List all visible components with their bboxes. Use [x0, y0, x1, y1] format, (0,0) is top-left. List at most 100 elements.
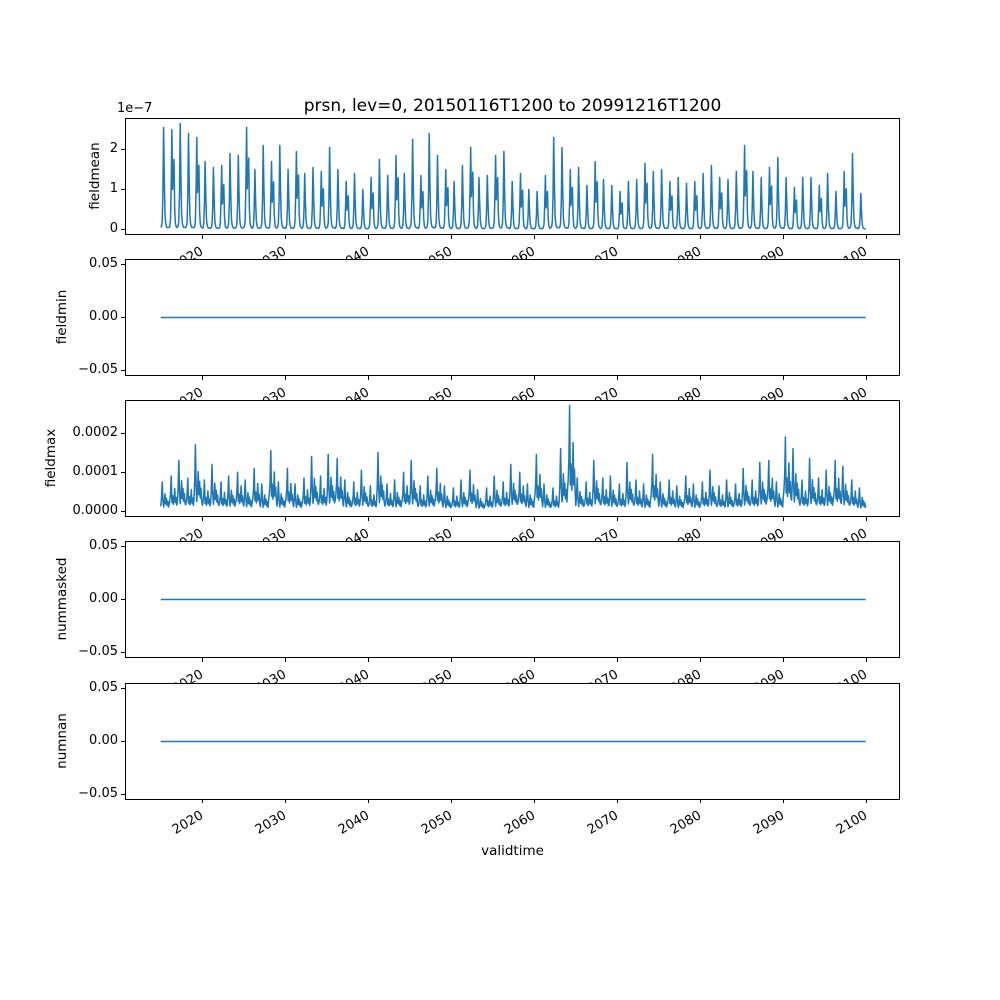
figure-title: prsn, lev=0, 20150116T1200 to 20991216T1…: [303, 96, 722, 116]
y-axis-label-fieldmax: fieldmax: [43, 429, 59, 488]
x-tick-mark: [866, 516, 867, 521]
x-tick-mark: [451, 516, 452, 521]
x-tick-label: 2080: [667, 666, 704, 683]
x-tick-mark: [617, 375, 618, 380]
y-axis-label-numnan: numnan: [54, 712, 70, 769]
x-tick-label: 2050: [418, 666, 455, 683]
x-tick-label: 2030: [252, 808, 289, 838]
x-tick-mark: [783, 516, 784, 521]
x-tick-mark: [534, 799, 535, 803]
x-tick-mark: [202, 375, 203, 380]
x-tick-label: 2080: [667, 384, 704, 400]
x-tick-label: 2060: [501, 666, 538, 683]
y-tick-label: 0.0001: [72, 464, 119, 479]
plot-area-fieldmean: [160, 122, 866, 230]
panel-fieldmax: [125, 400, 900, 517]
y-tick-mark: [121, 511, 125, 513]
y-tick-label: 0.05: [89, 679, 118, 695]
x-tick-mark: [866, 799, 867, 803]
y-axis-label-nummasked: nummasked: [54, 557, 70, 641]
x-tick-label: 2070: [584, 243, 621, 259]
x-tick-mark: [617, 657, 618, 662]
x-tick-mark: [783, 799, 784, 803]
y-tick-mark: [121, 599, 125, 601]
y-offset-label: 1e−7: [117, 101, 153, 116]
y-tick-mark: [121, 149, 125, 151]
x-tick-mark: [700, 234, 701, 239]
x-tick-mark: [534, 375, 535, 380]
x-tick-label: 2090: [750, 384, 787, 400]
panel-numnan: [125, 682, 900, 800]
x-tick-label: 2100: [833, 243, 870, 259]
x-tick-mark: [617, 516, 618, 521]
y-tick-mark: [121, 546, 125, 548]
x-tick-mark: [368, 657, 369, 662]
x-tick-label: 2050: [418, 243, 455, 259]
x-tick-mark: [202, 657, 203, 662]
x-tick-label-row: 2020 2030 2040 2050 2060 2070 2080 2090 2100: [0, 658, 1000, 683]
panel-fieldmin: [125, 259, 900, 376]
x-tick-mark: [368, 234, 369, 239]
x-tick-mark: [783, 375, 784, 380]
x-tick-label: 2020: [169, 525, 206, 541]
x-tick-label: 2100: [833, 666, 870, 683]
x-tick-label: 2090: [750, 243, 787, 259]
x-tick-label-row: 2020 2030 2040 2050 2060 2070 2080 2090 2100: [0, 376, 1000, 400]
x-tick-label: 2030: [252, 666, 289, 683]
x-tick-mark: [700, 799, 701, 803]
y-tick-mark: [121, 264, 125, 266]
y-tick-mark: [121, 317, 125, 319]
y-tick-label: 0: [109, 221, 118, 237]
y-tick-mark: [121, 652, 125, 654]
x-tick-label: 2050: [418, 525, 455, 541]
x-tick-mark: [451, 375, 452, 380]
x-tick-label-row: 2020 2030 2040 2050 2060 2070 2080 2090 2100: [0, 517, 1000, 541]
x-tick-mark: [451, 234, 452, 239]
y-tick-mark: [121, 472, 125, 473]
y-tick-label: −0.05: [78, 644, 118, 660]
y-tick-label: 0.0002: [72, 424, 119, 440]
x-tick-label: 2100: [833, 808, 870, 838]
x-tick-mark: [617, 234, 618, 239]
x-tick-label: 2020: [169, 808, 206, 838]
x-tick-label: 2060: [501, 384, 538, 400]
x-tick-label: 2100: [833, 525, 870, 541]
x-tick-mark: [783, 234, 784, 239]
x-tick-mark: [285, 375, 286, 380]
y-axis-label-fieldmean: fieldmean: [87, 142, 103, 211]
x-tick-label: 2080: [667, 808, 704, 838]
x-tick-label: 2020: [169, 243, 206, 259]
x-tick-mark: [700, 516, 701, 521]
y-tick-label: 0.00: [89, 732, 118, 748]
x-tick-label: 2030: [252, 384, 289, 400]
x-tick-label: 2070: [584, 808, 621, 838]
x-tick-label: 2060: [501, 243, 538, 259]
plot-area-numnan: [160, 740, 866, 742]
x-axis-label: validtime: [481, 843, 544, 859]
x-tick-mark: [368, 799, 369, 803]
x-tick-mark: [866, 657, 867, 662]
y-tick-mark: [121, 229, 125, 231]
y-tick-label: 0.05: [89, 256, 118, 272]
x-tick-label: 2090: [750, 525, 787, 541]
x-tick-mark: [783, 657, 784, 662]
x-tick-mark: [451, 657, 452, 662]
x-tick-mark: [285, 657, 286, 662]
x-tick-label: 2040: [335, 666, 372, 683]
x-tick-label: 2040: [335, 243, 372, 259]
y-tick-label: −0.05: [78, 362, 118, 378]
x-tick-label: 2090: [750, 666, 787, 683]
x-tick-mark: [866, 375, 867, 380]
y-tick-mark: [121, 740, 125, 742]
y-tick-mark: [121, 687, 125, 689]
x-tick-label: 2030: [252, 525, 289, 541]
x-tick-label: 2070: [584, 384, 621, 400]
y-axis-label-fieldmin: fieldmin: [54, 290, 70, 345]
x-tick-label: 2070: [584, 666, 621, 683]
x-tick-mark: [368, 516, 369, 521]
x-tick-mark: [700, 657, 701, 662]
x-tick-label: 2080: [667, 525, 704, 541]
x-tick-label: 2040: [335, 525, 372, 541]
x-tick-label: 2090: [750, 808, 787, 838]
x-tick-mark: [202, 799, 203, 803]
